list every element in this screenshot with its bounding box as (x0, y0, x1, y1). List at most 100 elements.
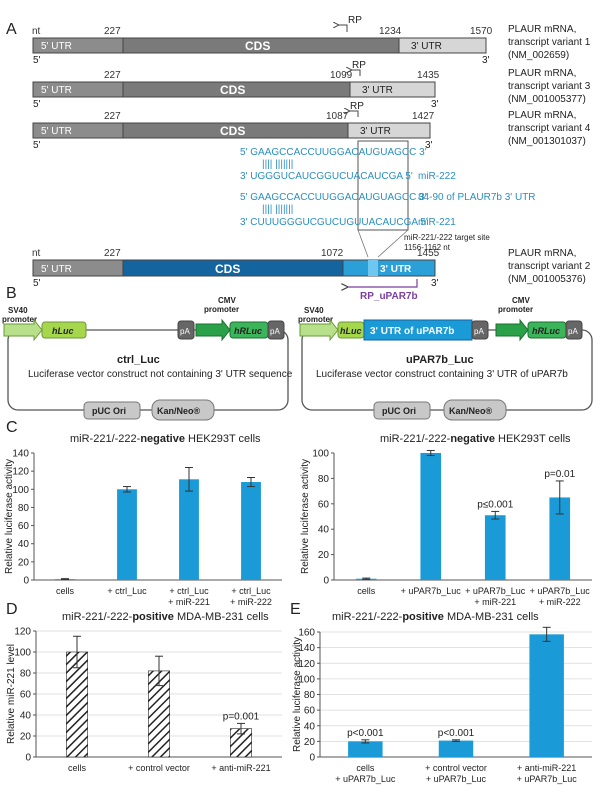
puc-ori (83, 401, 141, 420)
cmv-promoter-label: promoter (204, 305, 239, 314)
bar (549, 497, 571, 580)
pa-label: pA (474, 327, 484, 336)
zoom-line-left (357, 229, 369, 258)
bar (484, 515, 506, 580)
y-tick-label: 60 (18, 521, 30, 532)
primer-label: RP_uPAR7b (360, 291, 418, 302)
hrluc-label: hRLuc (234, 326, 262, 336)
transcript-name-line3: (NM_001005376) (508, 274, 586, 285)
utr3-segment (398, 37, 487, 54)
bar (438, 740, 474, 757)
kan-neo-label: Kan/Neo® (449, 406, 493, 416)
chart-panel-c-right: miR-221/-222-negative HEK293T cells Relat… (300, 433, 592, 607)
cmv-label: CMV (512, 296, 530, 305)
cds-label: CDS (220, 124, 245, 138)
rp-label: RP (352, 60, 366, 71)
x-category-label: + miR-222 (539, 597, 581, 607)
utr3-label: 3' UTR (380, 264, 412, 275)
cds-label: CDS (220, 83, 245, 97)
x-category-label: cells (56, 586, 75, 596)
kan-neo-label: Kan/Neo® (157, 406, 201, 416)
bar (420, 453, 442, 580)
y-axis-label: Relative luciferase activity (292, 637, 303, 752)
cds-end-number: 1234 (379, 26, 402, 37)
utr5-label: 5' UTR (41, 85, 72, 96)
sv40-promoter-arrow-icon (299, 318, 339, 342)
y-tick-label: 80 (318, 474, 330, 485)
utr5-label: 5' UTR (41, 41, 72, 52)
nt-label: nt (32, 248, 41, 259)
target-site-label: miR-221/-222 target site (404, 233, 490, 242)
x-category-label: + control vector (128, 763, 190, 773)
pa-signal (177, 320, 195, 340)
sequence-alignment: 5' GAAGCCACCUUGGACAUGUAGCC 3' |||| |||||… (240, 140, 536, 258)
zoom-line-right (377, 229, 409, 258)
y-tick-label: 0 (23, 576, 29, 587)
puc-ori-label: pUC Ori (92, 406, 126, 416)
transcript-end-number: 1455 (417, 248, 440, 259)
y-tick-label: 100 (298, 674, 315, 685)
rp-label: RP (348, 15, 362, 26)
bar (348, 741, 383, 757)
cds-end-number: 1072 (321, 248, 344, 259)
five-prime-end: 5' (33, 55, 41, 66)
cmv-promoter-label: promoter (498, 305, 533, 314)
utr3-label: 3' UTR (362, 85, 393, 96)
x-category-label: + uPAR7b_Luc (465, 586, 526, 596)
cds-start-number: 227 (104, 111, 121, 122)
cds-start-number: 227 (104, 26, 121, 37)
panel-letter-b: B (6, 285, 17, 302)
panel-letter-a: A (6, 21, 17, 38)
panel-b: B SV40 promoter hLuc pA CMV promoter hRL… (2, 285, 593, 421)
pairing-lines-1: |||| ||||||| (262, 159, 293, 170)
chart-title: miR-221/-222-positive MDA-MB-231 cells (62, 611, 269, 623)
transcript-variant-1: nt 227 1234 1570 5' UTR CDS 3' UTR 5' 3'… (32, 15, 591, 66)
y-tick-label: 120 (12, 467, 29, 478)
x-category-label: + uPAR7b_Luc (426, 774, 487, 784)
sv40-label: SV40 (304, 306, 324, 315)
cds-start-number: 227 (104, 248, 121, 259)
transcript-end-number: 1435 (417, 70, 440, 81)
kan-neo (151, 399, 215, 421)
y-tick-label: 20 (20, 732, 32, 743)
x-category-label: + miR-221 (474, 597, 516, 607)
utr5-label: 5' UTR (41, 126, 72, 137)
cds-label: CDS (215, 262, 240, 276)
transcript-end-number: 1427 (412, 111, 435, 122)
utr3-segment (342, 259, 436, 277)
three-prime-end: 3' (425, 140, 433, 151)
y-tick-label: 60 (318, 499, 330, 510)
chart-title: miR-221/-222-negative HEK293T cells (380, 433, 571, 445)
significance-label: p<0.001 (347, 728, 384, 739)
panel-letter-c: C (6, 419, 18, 436)
utr-sequence-2: 5' GAAGCCACCUUGGACAUGUAGCC 3' (240, 192, 427, 203)
y-tick-label: 80 (304, 690, 316, 701)
x-category-label: + ctrl_Luc (231, 586, 271, 596)
pa-signal (471, 320, 489, 340)
utr3-segment (349, 81, 436, 98)
y-tick-label: 120 (298, 659, 315, 670)
transcript-variant-3: 227 1099 1435 5' UTR CDS 3' UTR 5' 3' RP… (32, 60, 591, 110)
five-prime-end: 5' (33, 278, 41, 289)
transcript-name-line2: transcript variant 4 (508, 123, 591, 134)
transcript-name-line1: PLAUR mRNA, (508, 110, 576, 121)
utr-insert-label: 3' UTR of uPAR7b (370, 326, 454, 337)
plasmid-backbone (7, 329, 289, 411)
pa-label: pA (270, 327, 280, 336)
pa-label: pA (568, 327, 578, 336)
y-tick-label: 140 (298, 643, 315, 654)
five-prime-end: 5' (33, 140, 41, 151)
chart-panel-e: miR-221/-222-positive MDA-MB-231 cells Re… (292, 611, 592, 784)
x-category-label: + ctrl_Luc (107, 586, 147, 596)
nt-label: nt (32, 26, 41, 37)
construct-description: Luciferase vector construct containing 3… (316, 369, 568, 380)
cds-label: CDS (245, 39, 270, 53)
x-category-label: + uPAR7b_Luc (401, 586, 462, 596)
mir-222-label: miR-222 (418, 171, 456, 182)
chart-title: miR-221/-222-negative HEK293T cells (70, 433, 261, 445)
sv40-label: SV40 (8, 306, 28, 315)
cds-start-number: 227 (104, 70, 121, 81)
sv40-promoter-label: promoter (2, 315, 37, 324)
bar (179, 479, 199, 580)
